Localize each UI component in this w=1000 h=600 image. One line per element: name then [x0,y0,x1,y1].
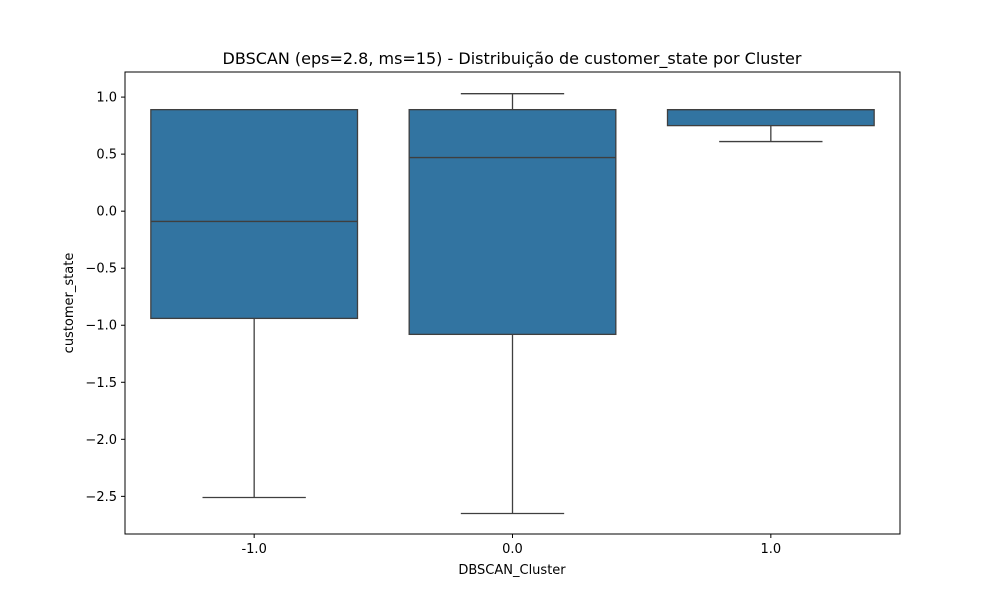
box-group-1.0 [666,108,875,143]
x-axis-label: DBSCAN_Cluster [458,563,566,578]
x-tick-label: -1.0 [241,542,266,557]
y-axis-label: customer_state [62,253,77,354]
chart-title: DBSCAN (eps=2.8, ms=15) - Distribuição d… [223,49,802,69]
y-tick-label: 0.0 [96,205,117,220]
y-tick-label: 1.0 [96,91,117,106]
box-group--1.0 [150,108,359,499]
y-tick-label: 0.5 [96,148,117,163]
x-tick-label: 0.0 [502,542,523,557]
box-group-0.0 [408,93,617,515]
box-iqr [666,108,875,127]
y-tick-label: −1.0 [85,319,117,334]
y-tick-label: −1.5 [85,376,117,391]
x-tick-label: 1.0 [760,542,781,557]
y-tick-label: −2.5 [85,490,117,505]
plot-area [150,93,875,515]
y-axis: 1.0 0.5 0.0 −0.5 −1.0 −1.5 −2.0 −2.5 [85,91,125,505]
y-tick-label: −2.0 [85,433,117,448]
y-tick-label: −0.5 [85,262,117,277]
box-iqr [150,108,359,320]
box-iqr [408,108,617,336]
x-axis: -1.0 0.0 1.0 [241,534,781,557]
